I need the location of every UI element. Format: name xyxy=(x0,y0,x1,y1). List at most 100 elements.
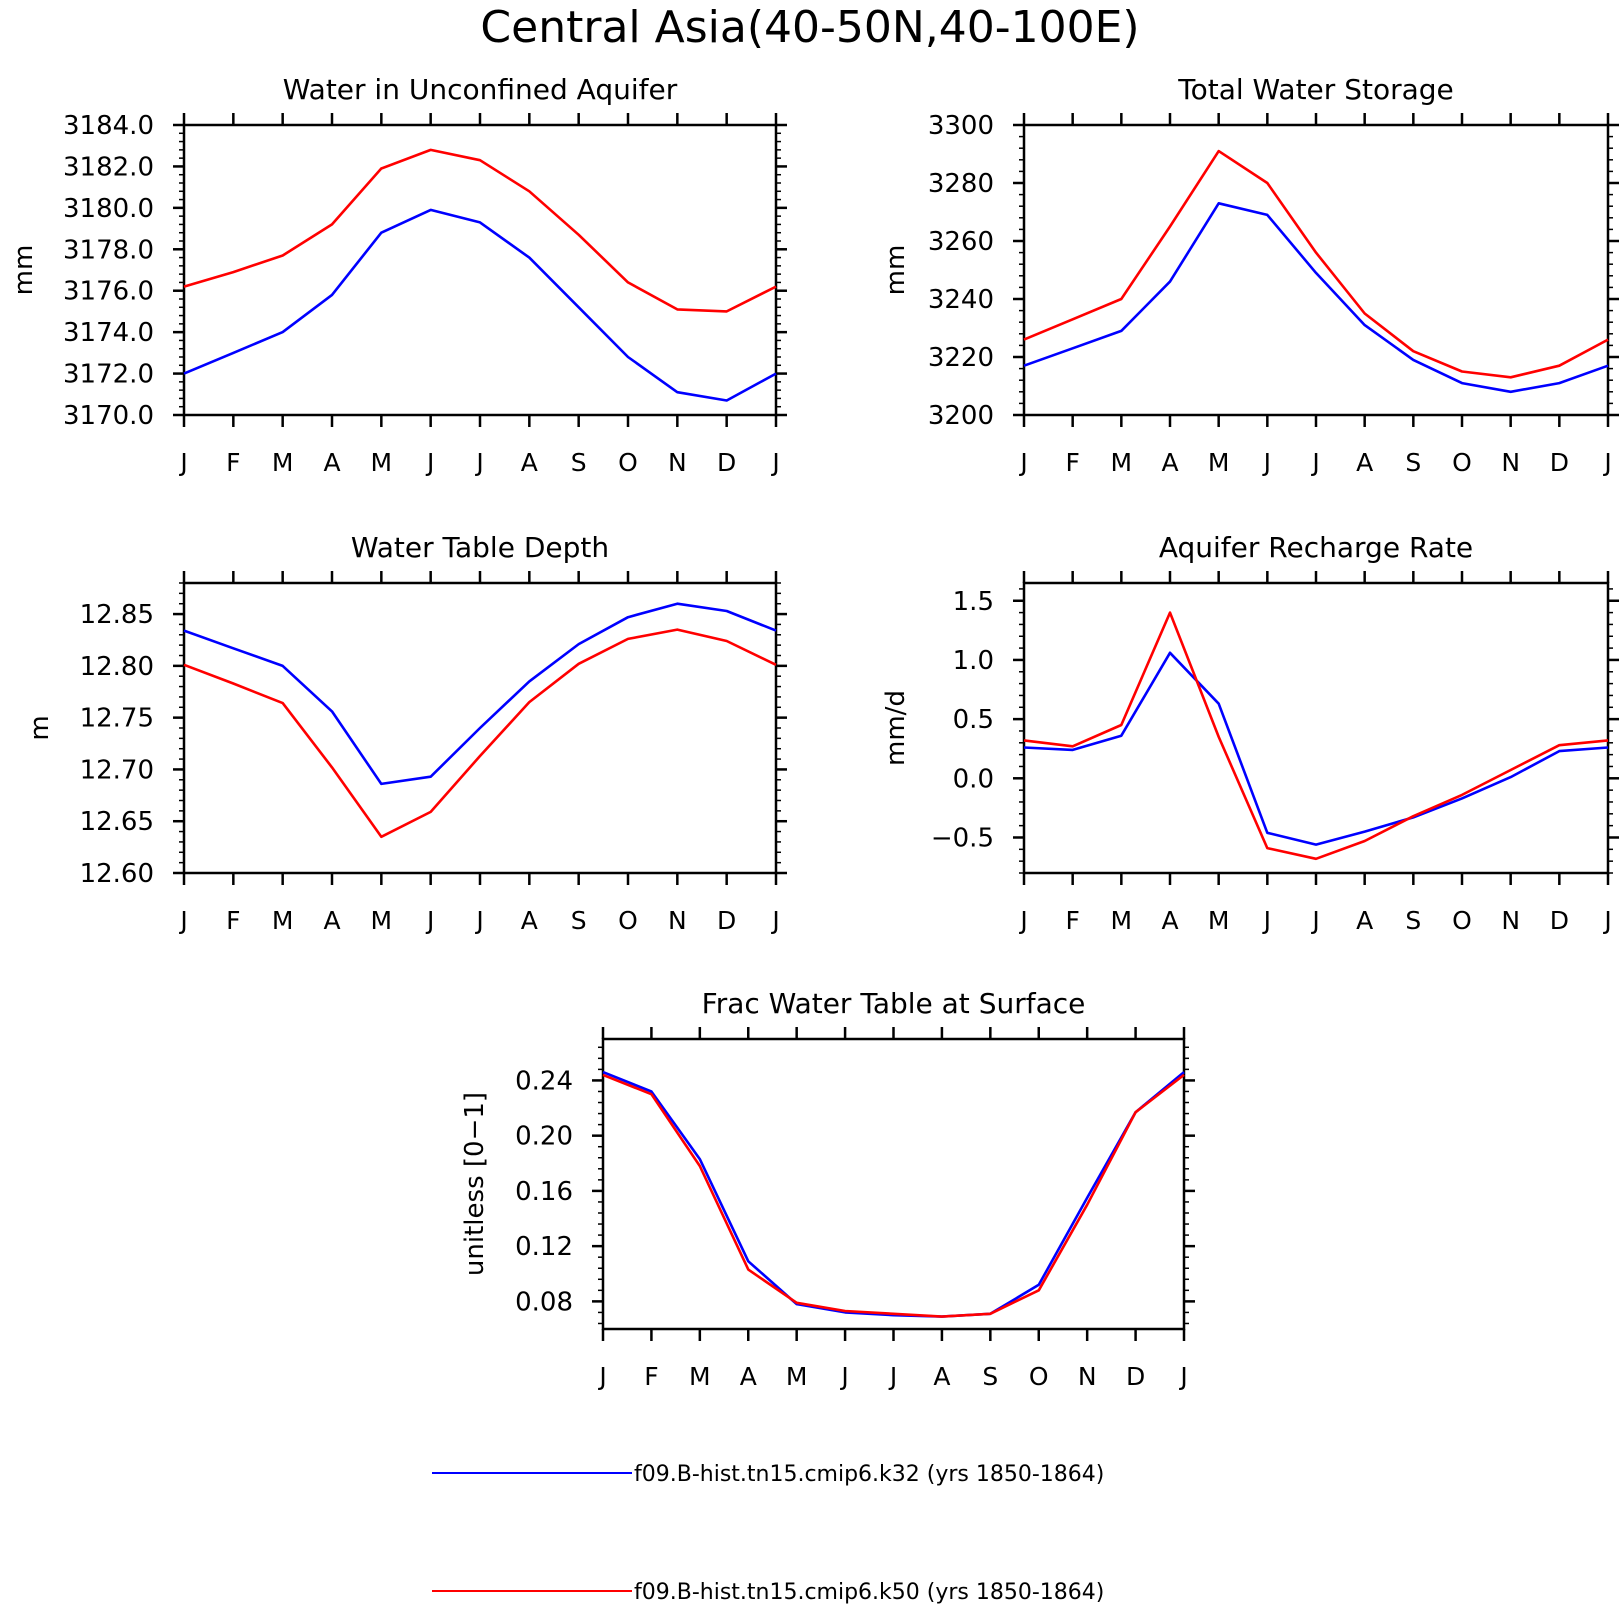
x-tick-label: M xyxy=(371,448,393,477)
y-tick-label: 3176.0 xyxy=(63,277,154,307)
x-tick-label: F xyxy=(644,1362,658,1391)
x-tick-label: D xyxy=(717,906,736,935)
x-tick-label: A xyxy=(521,448,538,477)
y-axis-label: mm xyxy=(881,245,911,296)
y-tick-label: 3300 xyxy=(928,111,994,141)
panel-title: Total Water Storage xyxy=(1177,73,1454,106)
plot-frame xyxy=(1022,123,1610,417)
legend-label-k32: f09.B-hist.tn15.cmip6.k32 (yrs 1850-1864… xyxy=(634,1462,1104,1487)
x-tick-label: J xyxy=(1018,448,1027,477)
x-tick-label: A xyxy=(933,1362,950,1391)
x-tick-label: J xyxy=(178,906,187,935)
legend: f09.B-hist.tn15.cmip6.k32 (yrs 1850-1864… xyxy=(432,1462,1104,1605)
legend-label-k50: f09.B-hist.tn15.cmip6.k50 (yrs 1850-1864… xyxy=(634,1580,1104,1605)
x-tick-label: J xyxy=(474,906,483,935)
y-tick-label: 0.08 xyxy=(515,1287,573,1317)
y-axis-label: mm/d xyxy=(881,690,911,766)
y-tick-label: 0.12 xyxy=(515,1232,573,1262)
x-tick-label: N xyxy=(1078,1362,1097,1391)
x-tick-label: F xyxy=(1065,906,1079,935)
y-tick-label: 0.20 xyxy=(515,1122,573,1152)
x-tick-label: J xyxy=(1602,448,1611,477)
y-tick-label: 3182.0 xyxy=(63,152,154,182)
x-tick-label: A xyxy=(1356,448,1373,477)
x-tick-label: J xyxy=(597,1362,606,1391)
panel-title: Frac Water Table at Surface xyxy=(702,987,1086,1020)
x-tick-label: S xyxy=(571,448,587,477)
y-tick-label: 3200 xyxy=(928,401,994,431)
x-tick-label: D xyxy=(717,448,736,477)
x-tick-label: J xyxy=(839,1362,848,1391)
series-line-k50 xyxy=(183,628,777,839)
series-line-k32 xyxy=(1023,651,1609,846)
x-tick-label: O xyxy=(1452,906,1472,935)
x-tick-label: J xyxy=(770,906,779,935)
series-line-k32 xyxy=(602,1070,1185,1318)
panel-title: Aquifer Recharge Rate xyxy=(1159,531,1473,564)
x-tick-label: M xyxy=(786,1362,808,1391)
x-tick-label: M xyxy=(1111,906,1133,935)
series-line-k50 xyxy=(1023,611,1609,861)
x-tick-label: J xyxy=(1310,906,1319,935)
panel-title: Water Table Depth xyxy=(351,531,609,564)
x-tick-label: N xyxy=(668,448,687,477)
x-tick-label: M xyxy=(689,1362,711,1391)
series-line-k32 xyxy=(183,208,777,402)
x-tick-label: A xyxy=(521,906,538,935)
x-tick-label: J xyxy=(770,448,779,477)
x-tick-label: J xyxy=(1602,906,1611,935)
y-tick-label: 3178.0 xyxy=(63,235,154,265)
x-tick-label: M xyxy=(1208,448,1230,477)
x-tick-label: O xyxy=(618,448,638,477)
x-tick-label: J xyxy=(178,448,187,477)
x-tick-label: A xyxy=(1356,906,1373,935)
x-tick-label: A xyxy=(1161,448,1178,477)
y-tick-label: 12.65 xyxy=(80,807,154,837)
y-tick-label: 12.75 xyxy=(80,704,154,734)
x-tick-label: S xyxy=(1405,448,1421,477)
x-tick-label: J xyxy=(425,906,434,935)
y-tick-label: −0.5 xyxy=(931,823,994,853)
x-tick-label: J xyxy=(1310,448,1319,477)
panel-title: Water in Unconfined Aquifer xyxy=(283,73,678,106)
y-tick-label: 0.16 xyxy=(515,1177,573,1207)
series-line-k32 xyxy=(183,602,777,786)
x-tick-label: O xyxy=(1029,1362,1049,1391)
y-tick-label: 0.5 xyxy=(953,705,994,735)
x-tick-label: J xyxy=(1178,1362,1187,1391)
y-tick-label: 12.70 xyxy=(80,755,154,785)
y-tick-label: 12.80 xyxy=(80,652,154,682)
x-tick-label: A xyxy=(323,906,340,935)
x-tick-label: M xyxy=(371,906,393,935)
x-tick-label: F xyxy=(226,906,240,935)
y-tick-label: 3172.0 xyxy=(63,360,154,390)
x-tick-label: D xyxy=(1126,1362,1145,1391)
x-tick-label: O xyxy=(618,906,638,935)
y-axis-label: mm xyxy=(9,245,39,296)
y-tick-label: 12.85 xyxy=(80,600,154,630)
x-tick-label: J xyxy=(425,448,434,477)
y-tick-label: 0.0 xyxy=(953,764,994,794)
x-tick-label: S xyxy=(1405,906,1421,935)
x-tick-label: S xyxy=(571,906,587,935)
x-tick-label: M xyxy=(272,906,294,935)
x-tick-label: N xyxy=(1501,906,1520,935)
y-tick-label: 12.60 xyxy=(80,859,154,889)
x-tick-label: D xyxy=(1550,906,1569,935)
y-tick-label: 0.24 xyxy=(515,1066,573,1096)
y-tick-label: 3240 xyxy=(928,285,994,315)
x-tick-label: N xyxy=(1501,448,1520,477)
x-tick-label: M xyxy=(272,448,294,477)
x-tick-label: M xyxy=(1111,448,1133,477)
y-tick-label: 1.0 xyxy=(953,646,994,676)
x-tick-label: J xyxy=(1018,906,1027,935)
y-tick-label: 3220 xyxy=(928,343,994,373)
x-tick-label: J xyxy=(1262,906,1271,935)
x-tick-label: D xyxy=(1550,448,1569,477)
